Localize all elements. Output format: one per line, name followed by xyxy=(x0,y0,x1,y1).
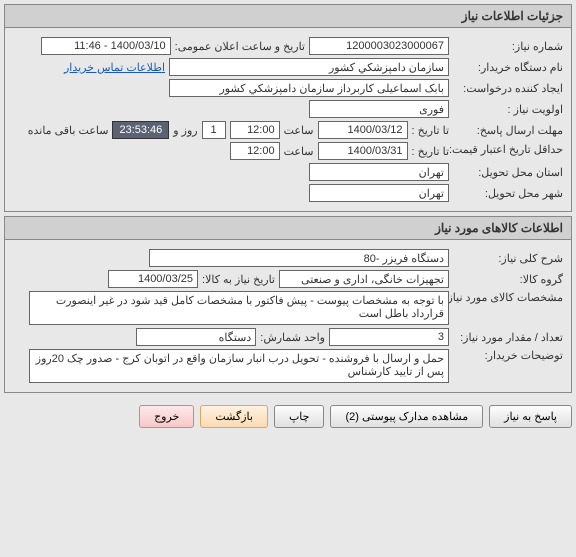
validity-date-field: 1400/03/31 xyxy=(318,142,408,160)
row-priority: اولویت نیاز : فوری xyxy=(13,100,563,118)
validity-label: حداقل تاریخ اعتبار قیمت: xyxy=(453,144,563,157)
unit-field: دستگاه xyxy=(136,328,256,346)
delivery-province-label: استان محل تحویل: xyxy=(453,166,563,179)
row-goods-group: گروه کالا: تجهیزات خانگی، اداری و صنعتی … xyxy=(13,270,563,288)
button-row: پاسخ به نیاز مشاهده مدارک پیوستی (2) چاپ… xyxy=(0,397,576,436)
qty-label: تعداد / مقدار مورد نیاز: xyxy=(453,331,563,344)
row-reply-deadline: مهلت ارسال پاسخ: تا تاریخ : 1400/03/12 س… xyxy=(13,121,563,139)
goods-date-label: تاریخ نیاز به کالا: xyxy=(202,273,275,286)
general-desc-field: دستگاه فریزر -80 xyxy=(149,249,449,267)
row-goods-spec: مشخصات کالای مورد نیاز: با توجه به مشخصا… xyxy=(13,291,563,325)
creator-field: بابک اسماعیلی کاربرداز سازمان دامپزشكي ك… xyxy=(169,79,449,97)
row-request-no: شماره نیاز: 1200003023000067 تاریخ و ساع… xyxy=(13,37,563,55)
request-no-field: 1200003023000067 xyxy=(309,37,449,55)
remaining-time: 23:53:46 xyxy=(112,121,169,139)
goods-info-panel: اطلاعات کالاهای مورد نیاز شرح کلی نیاز: … xyxy=(4,216,572,393)
row-qty: تعداد / مقدار مورد نیاز: 3 واحد شمارش: د… xyxy=(13,328,563,346)
view-attachments-button[interactable]: مشاهده مدارک پیوستی (2) xyxy=(330,405,483,428)
reply-time-label: ساعت xyxy=(284,124,314,137)
panel2-body: شرح کلی نیاز: دستگاه فریزر -80 گروه کالا… xyxy=(5,240,571,392)
print-button[interactable]: چاپ xyxy=(274,405,325,428)
row-validity: حداقل تاریخ اعتبار قیمت: تا تاریخ : 1400… xyxy=(13,142,563,160)
request-details-panel: جزئیات اطلاعات نیاز شماره نیاز: 12000030… xyxy=(4,4,572,212)
row-general-desc: شرح کلی نیاز: دستگاه فریزر -80 xyxy=(13,249,563,267)
panel1-body: شماره نیاز: 1200003023000067 تاریخ و ساع… xyxy=(5,28,571,211)
panel2-header: اطلاعات کالاهای مورد نیاز xyxy=(5,217,571,240)
delivery-province-field: تهران xyxy=(309,163,449,181)
delivery-city-field: تهران xyxy=(309,184,449,202)
qty-field: 3 xyxy=(329,328,449,346)
delivery-city-label: شهر محل تحویل: xyxy=(453,187,563,200)
reply-time-field: 12:00 xyxy=(230,121,280,139)
row-buyer-notes: توضیحات خریدار: حمل و ارسال با فروشنده -… xyxy=(13,349,563,383)
general-desc-label: شرح کلی نیاز: xyxy=(453,252,563,265)
goods-group-field: تجهیزات خانگی، اداری و صنعتی xyxy=(279,270,449,288)
days-count: 1 xyxy=(202,121,226,139)
goods-spec-label: مشخصات کالای مورد نیاز: xyxy=(453,291,563,304)
priority-field: فوری xyxy=(309,100,449,118)
public-date-label: تاریخ و ساعت اعلان عمومی: xyxy=(175,40,305,53)
validity-time-field: 12:00 xyxy=(230,142,280,160)
panel1-header: جزئیات اطلاعات نیاز xyxy=(5,5,571,28)
validity-to-date-label: تا تاریخ : xyxy=(412,145,449,158)
unit-label: واحد شمارش: xyxy=(260,331,325,344)
buyer-contact-link[interactable]: اطلاعات تماس خریدار xyxy=(64,61,165,74)
back-button[interactable]: بازگشت xyxy=(200,405,268,428)
reply-to-date-label: تا تاریخ : xyxy=(412,124,449,137)
row-creator: ایجاد کننده درخواست: بابک اسماعیلی کاربر… xyxy=(13,79,563,97)
goods-group-label: گروه کالا: xyxy=(453,273,563,286)
reply-button[interactable]: پاسخ به نیاز xyxy=(489,405,572,428)
row-delivery-city: شهر محل تحویل: تهران xyxy=(13,184,563,202)
public-date-field: 1400/03/10 - 11:46 xyxy=(41,37,171,55)
creator-label: ایجاد کننده درخواست: xyxy=(453,82,563,95)
buyer-notes-field: حمل و ارسال با فروشنده - تحویل درب انبار… xyxy=(29,349,449,383)
days-and-label: روز و xyxy=(173,124,197,137)
buyer-org-label: نام دستگاه خریدار: xyxy=(453,61,563,74)
row-buyer-org: نام دستگاه خریدار: سازمان دامپزشكي كشور … xyxy=(13,58,563,76)
goods-spec-field: با توجه به مشخصات پیوست - پیش فاکتور با … xyxy=(29,291,449,325)
row-delivery-province: استان محل تحویل: تهران xyxy=(13,163,563,181)
goods-date-field: 1400/03/25 xyxy=(108,270,198,288)
buyer-org-field: سازمان دامپزشكي كشور xyxy=(169,58,449,76)
validity-time-label: ساعت xyxy=(284,145,314,158)
request-no-label: شماره نیاز: xyxy=(453,40,563,53)
exit-button[interactable]: خروج xyxy=(139,405,194,428)
reply-to-date-field: 1400/03/12 xyxy=(318,121,408,139)
priority-label: اولویت نیاز : xyxy=(453,103,563,116)
reply-deadline-label: مهلت ارسال پاسخ: xyxy=(453,124,563,137)
remaining-suffix: ساعت باقی مانده xyxy=(28,124,109,137)
buyer-notes-label: توضیحات خریدار: xyxy=(453,349,563,362)
